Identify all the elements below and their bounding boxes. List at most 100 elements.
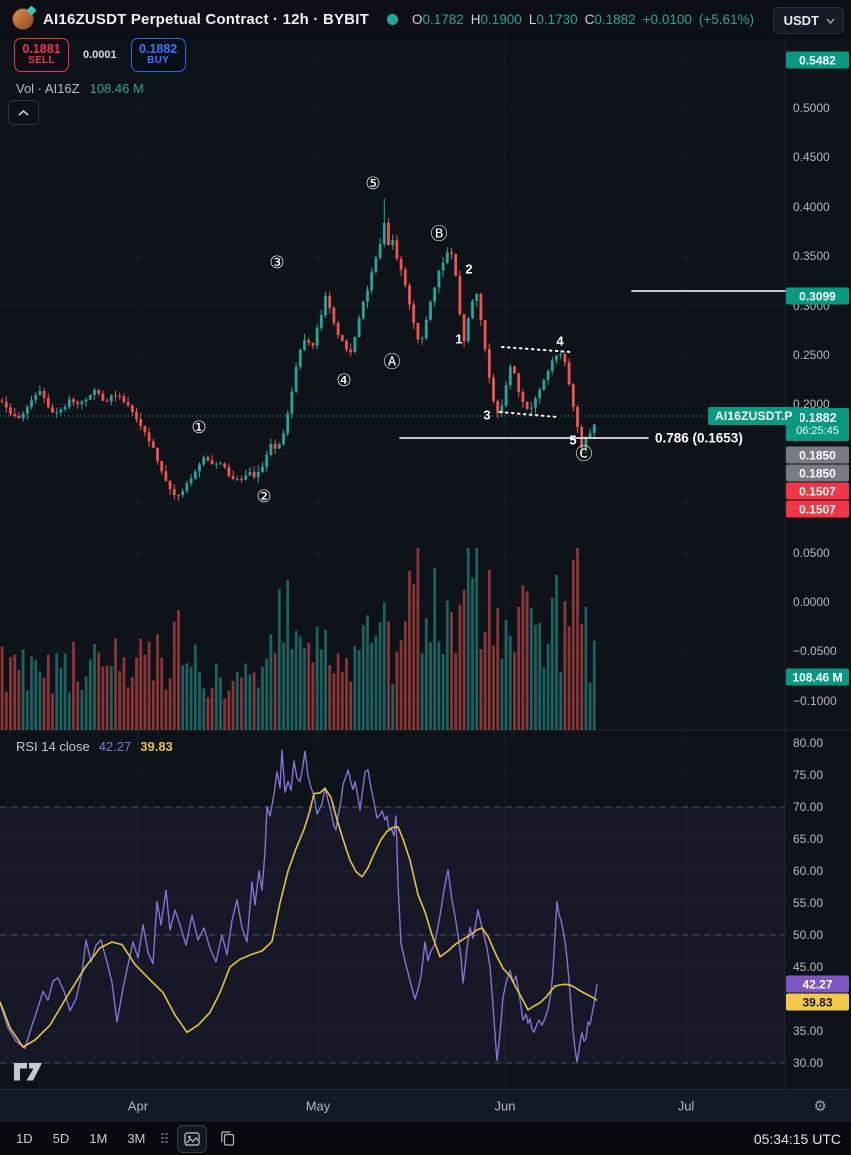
candle [433, 287, 437, 302]
time-axis[interactable]: ⚙ Apr May Jun Jul [0, 1089, 851, 1122]
volume-bar [286, 579, 290, 730]
elliott-wave-label[interactable]: 4 [556, 333, 564, 349]
candle [0, 401, 4, 403]
candle [508, 366, 512, 386]
volume-bar [319, 649, 323, 730]
fib-level-label[interactable]: 0.786 (0.1653) [655, 430, 743, 446]
collapse-panel-button[interactable] [8, 100, 39, 125]
volume-bar [202, 688, 206, 730]
clock-readout[interactable]: 05:34:15 UTC [753, 1130, 841, 1147]
elliott-wave-label[interactable]: ④ [336, 371, 352, 391]
candle [72, 399, 75, 403]
range-buttons: 1D 5D 1M 3M [6, 1127, 155, 1150]
volume-bar [63, 653, 67, 730]
volume-bar [156, 634, 159, 730]
candle [571, 384, 575, 407]
axis-badge: 39.83 [786, 993, 849, 1011]
volume-bar [139, 638, 143, 730]
candle [13, 413, 17, 416]
candle [277, 444, 281, 449]
candle [9, 407, 12, 414]
snapshot-button[interactable] [177, 1124, 208, 1153]
volume-bar [374, 635, 378, 730]
volume-bar [298, 636, 302, 730]
buy-button[interactable]: 0.1882 BUY [130, 38, 186, 72]
gear-icon[interactable]: ⚙ [813, 1097, 827, 1115]
month-label: May [305, 1098, 331, 1114]
candle [46, 397, 50, 408]
elliott-wave-label[interactable]: 3 [483, 407, 491, 423]
range-button-1m[interactable]: 1M [89, 1131, 108, 1146]
volume-bar [445, 600, 449, 730]
elliott-wave-label[interactable]: ② [256, 487, 272, 507]
elliott-wave-label[interactable]: Ⓑ [430, 224, 448, 245]
volume-bar [84, 676, 88, 730]
volume-bar [80, 689, 84, 730]
volume-bar [135, 657, 138, 730]
candle [30, 400, 33, 407]
volume-bar [580, 623, 584, 730]
volume-bar [42, 677, 46, 730]
candle [160, 461, 164, 472]
candle [303, 340, 306, 350]
copy-button[interactable] [217, 1126, 239, 1152]
candle [168, 480, 172, 490]
rsi-indicator-legend[interactable]: RSI 14 close 42.27 39.83 [16, 739, 173, 754]
price-tick: 0.2000 [793, 397, 830, 412]
volume-indicator-legend[interactable]: Vol · AI16Z 108.46 M [16, 81, 144, 96]
volume-bar [399, 639, 403, 730]
candle [437, 270, 441, 288]
volume-bar [269, 634, 273, 730]
symbol-logo-icon [12, 5, 37, 30]
candle [403, 269, 407, 286]
range-button-5d[interactable]: 5D [52, 1131, 70, 1146]
elliott-wave-label[interactable]: 5 [569, 432, 577, 448]
price-axis[interactable]: 0.1882 06:25:45 0.5000 0.4500 0.4000 0.3500… [785, 0, 851, 1089]
candle [307, 340, 311, 343]
volume-bar [88, 659, 92, 730]
drawing-line[interactable] [501, 346, 572, 353]
volume-bar [508, 635, 512, 730]
candle [164, 471, 168, 481]
tradingview-logo[interactable] [14, 1063, 42, 1081]
elliott-wave-label[interactable]: ⑤ [365, 174, 381, 194]
month-label: Apr [127, 1098, 149, 1114]
volume-bar [219, 677, 222, 730]
volume-bar [592, 640, 596, 730]
rsi-tick: 30.00 [793, 1056, 824, 1070]
elliott-wave-label[interactable]: ③ [269, 253, 285, 273]
volume-bar [30, 656, 33, 730]
elliott-wave-label[interactable]: 2 [465, 261, 473, 277]
range-button-1d[interactable]: 1D [16, 1131, 33, 1146]
elliott-wave-label[interactable]: 1 [455, 331, 463, 347]
symbol-title[interactable]: AI16ZUSDT Perpetual Contract · 12h · BYB… [43, 10, 369, 28]
volume-bar [311, 662, 315, 730]
currency-selector[interactable]: USDT [772, 7, 844, 34]
candle [340, 335, 344, 341]
candle [483, 319, 487, 349]
price-tick: −0.1000 [793, 693, 837, 708]
candle [147, 432, 151, 442]
candle [265, 454, 269, 467]
axis-badge: 108.46 M [786, 668, 849, 686]
candle [185, 483, 189, 492]
candle [210, 460, 214, 465]
elliott-wave-label[interactable]: Ⓐ [383, 352, 401, 373]
candle [576, 406, 579, 428]
chart-canvas[interactable] [0, 0, 851, 1089]
volume-bar [513, 652, 516, 730]
volume-bar [395, 652, 399, 730]
elliott-wave-label[interactable]: ① [191, 418, 207, 438]
drawing-line[interactable] [499, 411, 558, 418]
volume-bar [189, 667, 193, 730]
range-button-3m[interactable]: 3M [127, 1131, 146, 1146]
volume-bar [559, 671, 563, 730]
candle [513, 366, 516, 374]
drag-handle[interactable] [161, 1132, 169, 1145]
sell-button[interactable]: 0.1881 SELL [14, 38, 69, 72]
volume-bar [67, 692, 71, 730]
elliott-wave-label[interactable]: Ⓒ [575, 444, 593, 465]
candle [143, 426, 147, 433]
candle [240, 479, 243, 481]
candle [332, 307, 336, 324]
